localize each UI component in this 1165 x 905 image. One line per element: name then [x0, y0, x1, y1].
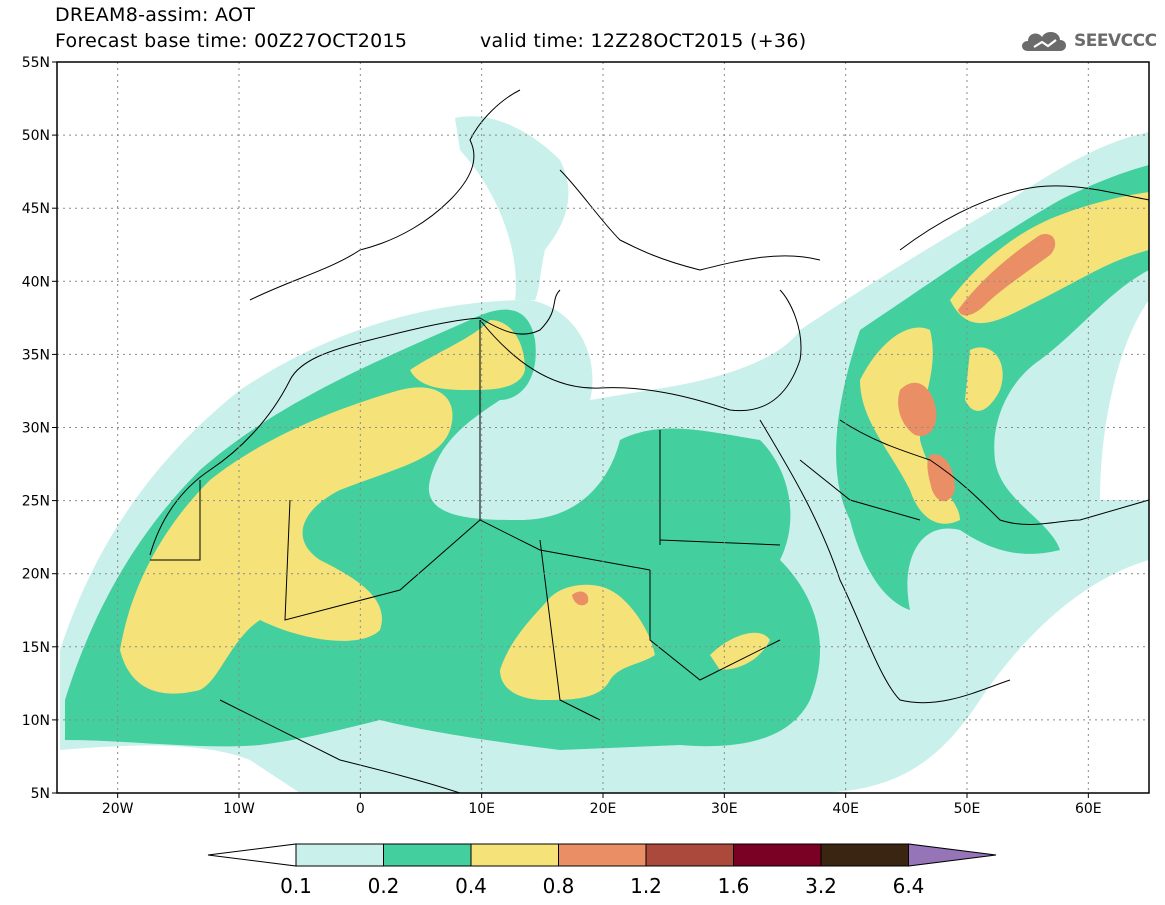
lon-label: 20E — [590, 801, 617, 817]
colorbar-label: 0.4 — [455, 874, 487, 898]
aot-colorbar: 0.1 0.2 0.4 0.8 1.2 1.6 3.2 6.4 — [207, 843, 997, 898]
lat-label: 55N — [22, 55, 50, 71]
logo: SEEVCCC — [1018, 26, 1157, 56]
colorbar-arrow-high — [908, 843, 997, 867]
lat-label: 15N — [22, 640, 50, 656]
colorbar-label: 6.4 — [893, 874, 925, 898]
country-boundaries — [149, 89, 1149, 793]
lon-label: 30E — [711, 801, 738, 817]
lat-label: 35N — [22, 347, 50, 363]
lat-label: 40N — [22, 274, 50, 290]
colorbar-label: 0.2 — [368, 874, 400, 898]
lon-label: 20W — [102, 801, 134, 817]
colorbar-segment — [733, 843, 822, 867]
colorbar-segment — [558, 843, 647, 867]
colorbar-label: 1.6 — [718, 874, 750, 898]
lat-label: 45N — [22, 201, 50, 217]
lon-label: 0 — [356, 801, 365, 817]
colorbar-label: 0.1 — [280, 874, 312, 898]
logo-text: SEEVCCC — [1074, 31, 1157, 51]
colorbar-label: 0.8 — [543, 874, 575, 898]
lon-label: 10W — [223, 801, 255, 817]
colorbar-label: 1.2 — [630, 874, 662, 898]
colorbar-segment — [820, 843, 909, 867]
lat-label: 20N — [22, 567, 50, 583]
lon-label: 10E — [468, 801, 495, 817]
latitude-labels: 55N 50N 45N 40N 35N 30N 25N 20N 15N 10N 5N — [22, 55, 57, 802]
lon-label: 50E — [954, 801, 981, 817]
aot-band-0.4-0.8 — [120, 192, 1149, 700]
colorbar-segment — [383, 843, 472, 867]
lat-label: 30N — [22, 421, 50, 437]
map-title: DREAM8-assim: AOT — [55, 4, 256, 26]
aot-band-0.8-1.2 — [572, 234, 1056, 606]
lon-label: 40E — [832, 801, 859, 817]
valid-time: valid time: 12Z28OCT2015 (+36) — [480, 30, 807, 52]
lat-label: 10N — [22, 713, 50, 729]
aot-field — [60, 116, 1149, 793]
colorbar-arrow-low — [207, 843, 297, 867]
colorbar-segment — [645, 843, 734, 867]
lat-label: 5N — [31, 786, 50, 802]
lat-label: 50N — [22, 128, 50, 144]
colorbar-segment — [295, 843, 384, 867]
colorbar-segment — [470, 843, 559, 867]
longitude-labels: 20W 10W 0 10E 20E 30E 40E 50E 60E — [102, 793, 1102, 817]
lat-label: 25N — [22, 494, 50, 510]
colorbar-label: 3.2 — [805, 874, 837, 898]
cloud-logo-icon — [1022, 31, 1066, 51]
base-time: Forecast base time: 00Z27OCT2015 — [55, 30, 408, 52]
map-grid — [57, 62, 1149, 793]
lon-label: 60E — [1075, 801, 1102, 817]
